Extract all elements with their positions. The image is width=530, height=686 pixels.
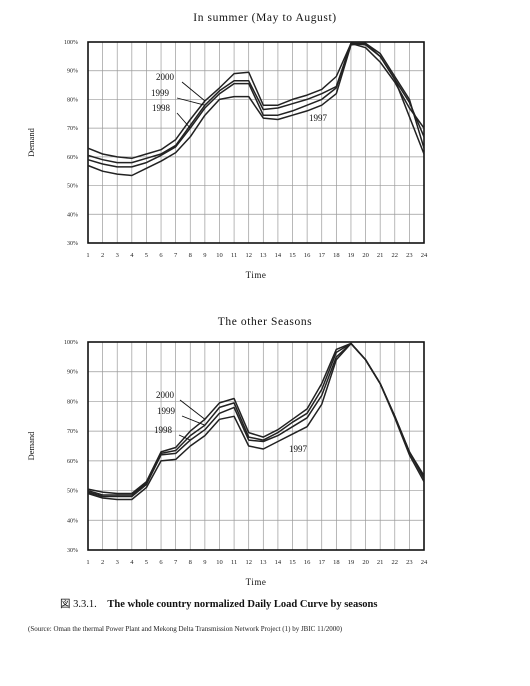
summer-y-axis-label: Demand	[26, 127, 36, 157]
summer-x-tick-label: 18	[333, 252, 340, 259]
other-seasons-x-tick-label: 16	[304, 559, 311, 566]
summer-x-tick-label: 1	[86, 252, 89, 259]
other-seasons-y-tick-label: 100%	[64, 340, 78, 346]
other-seasons-y-tick-label: 30%	[67, 548, 78, 554]
summer-x-tick-label: 17	[318, 252, 325, 259]
other-seasons-y-tick-label: 80%	[67, 399, 78, 405]
other-seasons-x-tick-label: 17	[318, 559, 325, 566]
other-seasons-y-axis-label: Demand	[26, 431, 36, 461]
other-seasons-x-tick-label: 20	[362, 559, 369, 566]
other-seasons-x-tick-label: 3	[116, 559, 119, 566]
summer-x-tick-label: 20	[362, 252, 369, 259]
other-seasons-series-1999-line	[87, 342, 425, 496]
summer-x-tick-label: 22	[392, 252, 399, 259]
other-seasons-y-tick-label: 50%	[67, 489, 78, 495]
summer-x-tick-label: 6	[159, 252, 163, 259]
summer-load-chart: 100%90%80%70%60%50%40%30%1 2 3 4 5 6 7 8 9 10 11 12…	[26, 40, 428, 280]
other-seasons-x-tick-label: 9	[203, 559, 206, 566]
summer-y-tick-label: 50%	[67, 184, 78, 190]
summer-x-tick-label: 21	[377, 252, 384, 259]
other-seasons-x-tick-label: 23	[406, 559, 413, 566]
other-seasons-x-tick-label: 21	[377, 559, 384, 566]
other-seasons-x-tick-label: 22	[392, 559, 399, 566]
summer-x-tick-label: 19	[348, 252, 355, 259]
summer-x-tick-label: 7	[174, 252, 178, 259]
other-seasons-annotation-arrow-2000	[179, 399, 206, 420]
summer-annotation-1998: 1998	[152, 103, 171, 113]
other-seasons-x-tick-label: 12	[245, 559, 252, 566]
summer-series-1997-line	[87, 42, 425, 177]
other-seasons-x-tick-label: 24	[421, 559, 428, 566]
summer-x-axis-label: Time	[246, 270, 267, 280]
summer-annotation-2000: 2000	[156, 72, 175, 82]
other-seasons-x-tick-label: 19	[348, 559, 355, 566]
other-seasons-annotation-1999: 1999	[157, 406, 176, 416]
summer-x-tick-label: 2	[101, 252, 104, 259]
other-seasons-x-tick-label: 5	[145, 559, 148, 566]
other-seasons-annotation-arrow-1999	[181, 415, 206, 426]
summer-y-tick-label: 90%	[67, 69, 78, 75]
other-seasons-plot-frame	[87, 341, 425, 551]
summer-annotation-arrow-1998	[176, 112, 191, 129]
summer-x-tick-label: 15	[289, 252, 296, 259]
summer-x-tick-label: 16	[304, 252, 311, 259]
other-seasons-x-tick-label: 18	[333, 559, 340, 566]
summer-x-tick-label: 12	[245, 252, 252, 259]
summer-y-tick-label: 70%	[67, 126, 78, 132]
summer-x-tick-label: 14	[275, 252, 282, 259]
summer-x-tick-label: 24	[421, 252, 428, 259]
other-seasons-x-tick-label: 1	[86, 559, 89, 566]
figure-caption-text: The whole country normalized Daily Load …	[107, 599, 378, 610]
summer-x-tick-label: 5	[145, 252, 148, 259]
other-seasons-chart-title: The other Seasons	[217, 316, 313, 328]
summer-y-tick-label: 60%	[67, 155, 78, 161]
other-seasons-y-tick-label: 60%	[67, 459, 78, 465]
other-seasons-series-1997-line	[87, 342, 425, 501]
summer-annotation-1999: 1999	[151, 88, 170, 98]
figure-caption: 図 3.3.1. The whole country normalized Da…	[60, 596, 377, 611]
summer-x-tick-label: 9	[203, 252, 206, 259]
summer-y-tick-label: 30%	[67, 241, 78, 247]
summer-chart-title: In summer (May to August)	[193, 12, 337, 24]
other-seasons-series-2000-line	[87, 342, 425, 495]
summer-x-tick-label: 4	[130, 252, 134, 259]
other-seasons-x-tick-label: 15	[289, 559, 296, 566]
other-seasons-x-tick-label: 4	[130, 559, 134, 566]
other-seasons-x-tick-label: 7	[174, 559, 178, 566]
summer-x-tick-label: 13	[260, 252, 267, 259]
summer-y-tick-label: 40%	[67, 212, 78, 218]
summer-annotation-arrow-1999	[176, 97, 205, 106]
other-seasons-x-tick-label: 6	[159, 559, 163, 566]
summer-series-2000-line	[87, 42, 425, 160]
other-seasons-y-tick-label: 90%	[67, 370, 78, 376]
summer-annotation-1997: 1997	[309, 113, 328, 123]
other-seasons-series-1998-line	[87, 342, 425, 498]
other-seasons-x-tick-label: 11	[231, 559, 237, 566]
summer-x-tick-label: 11	[231, 252, 237, 259]
summer-annotation-arrow-2000	[181, 81, 206, 102]
summer-plot-frame	[87, 41, 425, 244]
other-seasons-annotation-arrow-1998	[178, 434, 191, 441]
summer-y-tick-label: 80%	[67, 97, 78, 103]
summer-x-tick-label: 23	[406, 252, 413, 259]
other-seasons-x-tick-label: 14	[275, 559, 282, 566]
summer-x-tick-label: 10	[216, 252, 223, 259]
summer-x-tick-label: 8	[189, 252, 192, 259]
other-seasons-annotation-1997: 1997	[289, 444, 308, 454]
other-seasons-x-tick-label: 13	[260, 559, 267, 566]
other-seasons-y-tick-label: 70%	[67, 429, 78, 435]
summer-y-tick-label: 100%	[64, 40, 78, 46]
other-seasons-annotation-2000: 2000	[156, 390, 175, 400]
other-seasons-x-tick-label: 2	[101, 559, 104, 566]
summer-series-1999-line	[87, 42, 425, 164]
other-seasons-x-tick-label: 10	[216, 559, 223, 566]
other-seasons-x-axis-label: Time	[246, 577, 267, 587]
other-seasons-load-chart: 100%90%80%70%60%50%40%30%1 2 3 4 5 6 7 8 9 10 11 12…	[26, 340, 428, 587]
figure-number: 図 3.3.1.	[60, 599, 97, 610]
summer-x-tick-label: 3	[116, 252, 119, 259]
other-seasons-y-tick-label: 40%	[67, 518, 78, 524]
other-seasons-annotation-1998: 1998	[154, 425, 173, 435]
source-note: (Source: Oman the thermal Power Plant an…	[28, 625, 343, 633]
other-seasons-x-tick-label: 8	[189, 559, 192, 566]
